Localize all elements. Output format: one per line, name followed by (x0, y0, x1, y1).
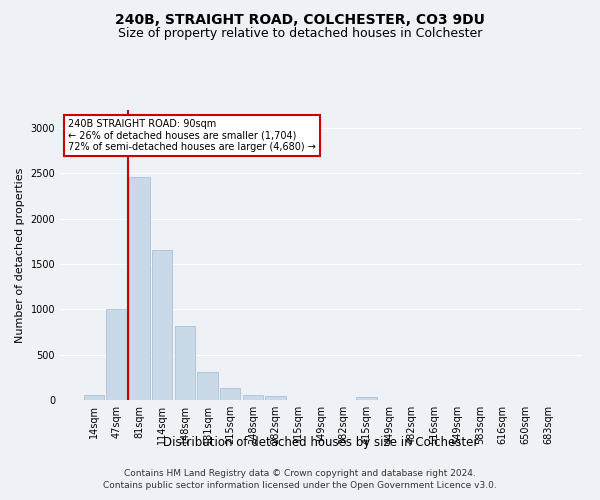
Bar (220, 388, 241, 400)
Bar (129, 177, 149, 400)
Y-axis label: Number of detached properties: Number of detached properties (15, 168, 25, 342)
Text: 240B, STRAIGHT ROAD, COLCHESTER, CO3 9DU: 240B, STRAIGHT ROAD, COLCHESTER, CO3 9DU (115, 12, 485, 26)
Bar (242, 396, 263, 400)
Bar (356, 398, 377, 400)
Bar (197, 372, 218, 400)
Bar (84, 394, 104, 400)
Text: 240B STRAIGHT ROAD: 90sqm
← 26% of detached houses are smaller (1,704)
72% of se: 240B STRAIGHT ROAD: 90sqm ← 26% of detac… (68, 118, 316, 152)
Bar (265, 396, 286, 400)
Bar (106, 310, 127, 400)
Text: Contains HM Land Registry data © Crown copyright and database right 2024.: Contains HM Land Registry data © Crown c… (124, 468, 476, 477)
Bar (175, 326, 195, 400)
Text: Size of property relative to detached houses in Colchester: Size of property relative to detached ho… (118, 28, 482, 40)
Bar (152, 250, 172, 400)
Text: Contains public sector information licensed under the Open Government Licence v3: Contains public sector information licen… (103, 481, 497, 490)
Text: Distribution of detached houses by size in Colchester: Distribution of detached houses by size … (163, 436, 479, 449)
